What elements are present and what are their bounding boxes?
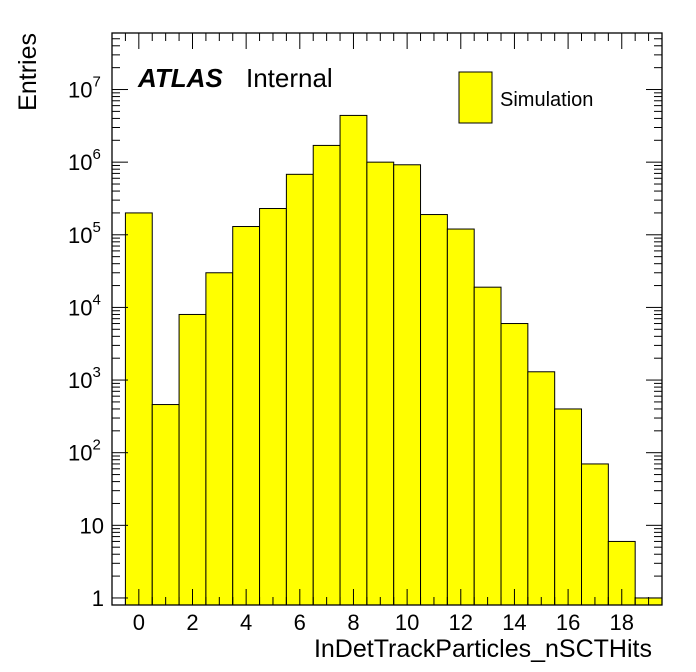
- x-tick-label: 2: [186, 610, 198, 635]
- x-tick-labels: 0 2 4 6 8 10 12 14 16 18: [133, 610, 634, 635]
- histogram-bar: [151, 404, 180, 606]
- histogram-bar: [366, 161, 395, 606]
- x-tick-label: 0: [133, 610, 145, 635]
- histogram-bar: [205, 272, 234, 606]
- x-tick-label: 8: [347, 610, 359, 635]
- y-tick-label: 105: [68, 219, 101, 248]
- histogram-bar: [312, 144, 341, 606]
- legend-entry-simulation: Simulation: [500, 89, 593, 111]
- x-tick-label: 4: [240, 610, 252, 635]
- atlas-label-bold: ATLAS: [137, 63, 223, 93]
- x-tick-label: 18: [610, 610, 634, 635]
- y-tick-labels: 1 10 102 103 104 105 106 107: [68, 74, 104, 611]
- x-tick-label: 12: [449, 610, 473, 635]
- histogram-bar: [527, 371, 556, 606]
- histogram-bar: [259, 208, 287, 606]
- y-tick-label: 104: [68, 291, 101, 320]
- histogram-bar: [232, 226, 261, 606]
- atlas-label-internal: Internal: [246, 63, 333, 93]
- histogram-bars: [124, 114, 663, 606]
- histogram-bar: [500, 323, 529, 606]
- histogram-bar: [581, 463, 609, 606]
- y-axis-title: Entries: [14, 33, 42, 111]
- legend-swatch: [458, 71, 493, 124]
- x-tick-label: 6: [294, 610, 306, 635]
- y-tick-label: 10: [80, 513, 104, 538]
- x-axis-title: InDetTrackParticles_nSCTHits: [314, 635, 652, 663]
- histogram-bar: [124, 212, 153, 606]
- y-tick-label: 107: [68, 74, 101, 103]
- histogram-bar: [446, 228, 475, 606]
- histogram-bar: [339, 114, 368, 606]
- y-tick-label: 1: [92, 586, 104, 611]
- atlas-label: ATLAS Internal: [137, 63, 333, 93]
- histogram-bar: [420, 214, 448, 606]
- axis-ticks: [111, 32, 663, 605]
- x-tick-label: 10: [395, 610, 419, 635]
- y-tick-label: 103: [68, 364, 101, 393]
- histogram-bar: [285, 173, 314, 606]
- y-tick-label: 106: [68, 146, 101, 175]
- x-tick-label: 14: [502, 610, 526, 635]
- histogram-bar: [393, 164, 422, 606]
- x-tick-label: 16: [556, 610, 580, 635]
- histogram-bar: [178, 313, 207, 606]
- y-tick-label: 102: [68, 437, 101, 466]
- histogram-bar: [473, 286, 502, 606]
- histogram-bar: [554, 408, 583, 606]
